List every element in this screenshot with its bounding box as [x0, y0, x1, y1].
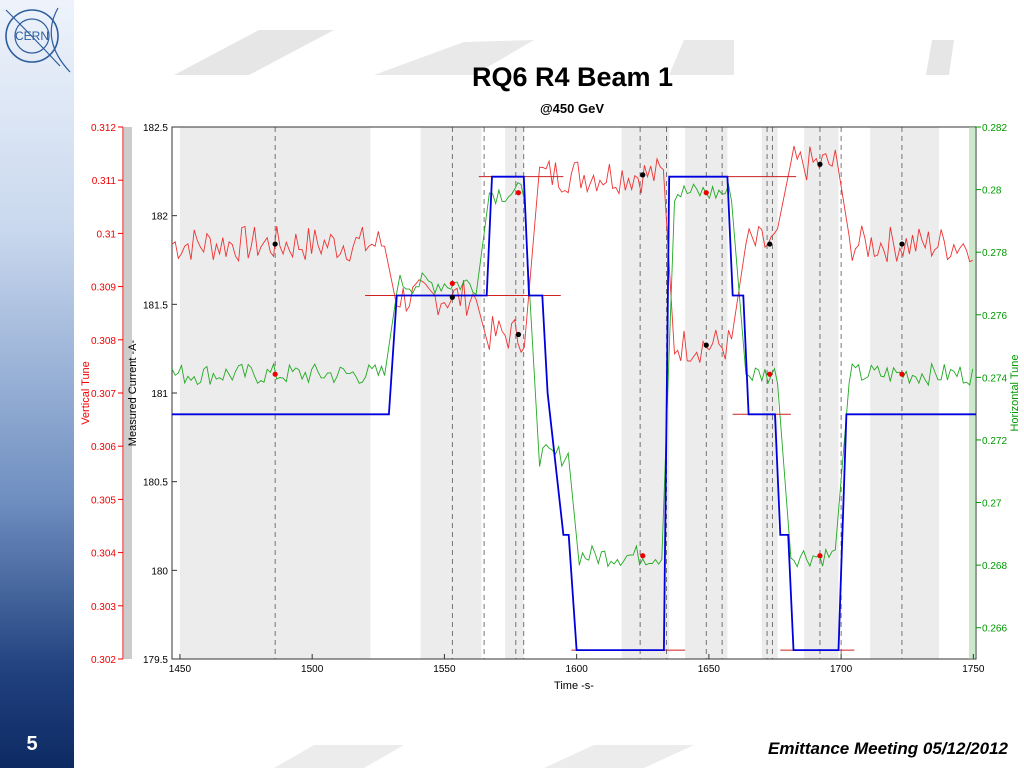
x-tick-label: 1700: [830, 664, 853, 675]
horizontal-tune-tick-label: 0.27: [982, 499, 1002, 510]
vertical-tune-marker: [817, 161, 823, 167]
x-axis-label: Time -s-: [554, 680, 594, 692]
vertical-axis-label: Vertical Tune: [80, 361, 92, 425]
vertical-tune-tick-label: 0.302: [91, 655, 116, 666]
vertical-tune-tick-label: 0.31: [97, 229, 117, 240]
x-tick-label: 1750: [962, 664, 985, 675]
data-series: [171, 145, 976, 651]
horizontal-tune-marker: [703, 190, 709, 196]
vertical-tune-tick-label: 0.306: [91, 442, 116, 453]
horizontal-tune-marker: [640, 553, 646, 559]
slide-subtitle: @450 GeV: [540, 101, 604, 116]
slide-number: 5: [26, 733, 38, 755]
gray-band: [761, 127, 778, 659]
current-tick-label: 181: [151, 389, 168, 400]
vertical-tune-marker: [449, 294, 455, 300]
axes: 1450 1500 1550 1600 1650 1700 1750 179.5 180 180.…: [91, 123, 1007, 675]
vertical-tune-marker: [767, 241, 773, 247]
horizontal-tune-marker: [272, 371, 278, 377]
horizontal-tune-marker: [515, 190, 522, 196]
x-tick-label: 1500: [301, 664, 324, 675]
cern-logo-text: CERN: [15, 29, 49, 43]
vertical-tune-tick-label: 0.312: [91, 123, 116, 134]
gray-band: [505, 127, 524, 659]
vertical-tune-line: [171, 145, 973, 363]
current-tick-label: 179.5: [143, 655, 168, 666]
vertical-tune-tick-label: 0.304: [91, 549, 116, 560]
horizontal-tune-tick-label: 0.268: [982, 561, 1007, 572]
current-tick-label: 182.5: [143, 123, 168, 134]
horizontal-axis-label: Horizontal Tune: [1009, 354, 1021, 431]
horizontal-tune-tick-label: 0.276: [982, 311, 1007, 322]
horizontal-tune-line: [171, 181, 974, 568]
vertical-tune-tick-label: 0.305: [91, 495, 116, 506]
background-decoration: [174, 30, 954, 768]
current-tick-label: 182: [151, 212, 168, 223]
tune-current-chart: 1450 1500 1550 1600 1650 1700 1750 179.5 180 180.…: [80, 123, 1021, 692]
horizontal-tune-tick-label: 0.28: [982, 186, 1002, 197]
gray-band: [621, 127, 670, 659]
gray-bands: [179, 127, 939, 659]
horizontal-tune-tick-label: 0.278: [982, 248, 1007, 259]
vertical-tune-tick-label: 0.308: [91, 336, 116, 347]
vertical-tune-marker: [899, 241, 905, 247]
current-line: [172, 175, 976, 651]
horizontal-tune-tick-label: 0.266: [982, 624, 1007, 635]
vertical-tune-marker: [272, 241, 278, 247]
current-axis-label: Measured Current -A-: [127, 339, 139, 446]
vertical-tune-tick-label: 0.309: [91, 283, 116, 294]
vertical-tune-marker: [515, 331, 522, 338]
x-tick-label: 1550: [433, 664, 456, 675]
left-scrollbar: [124, 127, 132, 659]
gray-band: [420, 127, 482, 659]
markers: [272, 161, 905, 559]
x-tick-label: 1450: [169, 664, 192, 675]
horizontal-tune-marker: [817, 553, 823, 559]
gray-band: [870, 127, 939, 659]
vertical-tune-tick-label: 0.303: [91, 602, 116, 613]
vertical-tune-marker: [640, 172, 646, 178]
horizontal-tune-marker: [767, 371, 773, 377]
sidebar-band: CERN 5: [0, 0, 74, 768]
horizontal-tune-tick-label: 0.274: [982, 373, 1007, 384]
horizontal-tune-tick-label: 0.272: [982, 436, 1007, 447]
cern-logo: CERN: [5, 7, 71, 73]
x-tick-label: 1650: [698, 664, 721, 675]
vertical-tune-marker: [703, 342, 709, 348]
gray-band: [804, 127, 839, 659]
current-tick-label: 180.5: [143, 478, 168, 489]
footer-text: Emittance Meeting 05/12/2012: [767, 739, 1008, 758]
horizontal-tune-tick-label: 0.282: [982, 123, 1007, 134]
slide-title: RQ6 R4 Beam 1: [471, 62, 674, 92]
x-tick-label: 1600: [566, 664, 589, 675]
vertical-tune-tick-label: 0.307: [91, 389, 116, 400]
current-tick-label: 181.5: [143, 300, 168, 311]
current-tick-label: 180: [151, 566, 168, 577]
vertical-tune-tick-label: 0.311: [92, 176, 117, 187]
horizontal-tune-marker: [899, 371, 905, 377]
horizontal-tune-marker: [449, 280, 455, 287]
right-scrollbar: [969, 127, 975, 659]
